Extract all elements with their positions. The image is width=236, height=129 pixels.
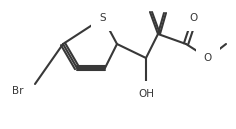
- Text: O: O: [204, 53, 212, 63]
- Text: OH: OH: [138, 89, 154, 99]
- Text: S: S: [100, 13, 106, 23]
- Text: Br: Br: [12, 86, 24, 96]
- Text: O: O: [190, 13, 198, 23]
